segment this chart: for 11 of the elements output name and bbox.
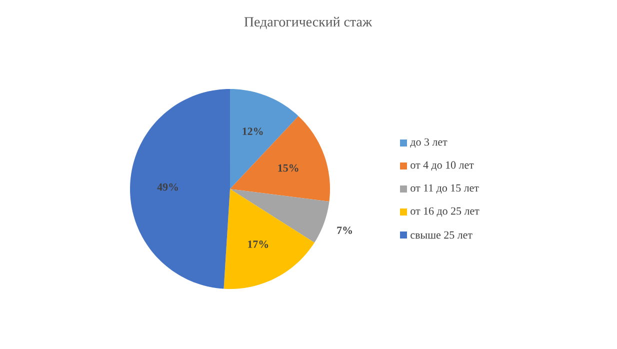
data-label: 15%	[278, 164, 298, 172]
legend-label: до 3 лет	[410, 138, 448, 148]
legend-label: от 11 до 15 лет	[410, 184, 479, 194]
data-label: 7%	[337, 226, 352, 234]
data-label: 49%	[157, 183, 178, 191]
data-label: 17%	[248, 240, 268, 248]
legend-label: свыше 25 лет	[410, 231, 472, 239]
chart-title: Педагогический стаж	[244, 16, 372, 30]
data-label: 12%	[242, 128, 263, 136]
legend-label: от 4 до 10 лет	[410, 161, 474, 171]
legend-label: от 16 до 25 лет	[410, 207, 480, 217]
